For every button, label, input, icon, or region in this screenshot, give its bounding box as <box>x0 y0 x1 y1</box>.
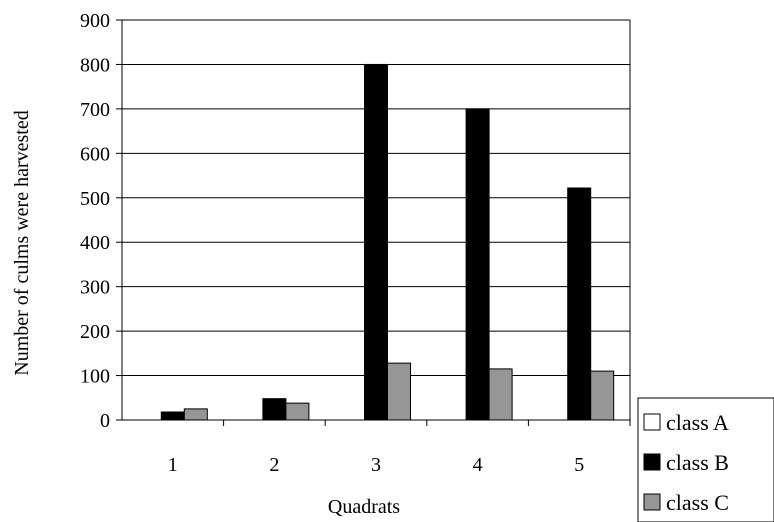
bar-class-b-q2 <box>262 398 287 421</box>
x-tick-label: 3 <box>371 454 381 476</box>
y-tick-label: 300 <box>80 277 110 299</box>
y-tick-label: 900 <box>80 10 110 32</box>
x-tick-label: 5 <box>574 454 584 476</box>
axes <box>116 19 631 426</box>
x-tick-label: 4 <box>473 454 483 476</box>
legend-label: class A <box>666 410 729 435</box>
bar-class-c-q2 <box>285 402 310 421</box>
y-tick-labels: 0 100 200 300 400 500 600 700 800 900 <box>80 10 110 432</box>
x-tick-labels: 1 2 3 4 5 <box>168 454 584 476</box>
y-tick-label: 100 <box>80 366 110 388</box>
x-tick-label: 1 <box>168 454 178 476</box>
legend: class A class B class C <box>637 397 774 522</box>
y-axis-title: Number of culms were harvested <box>11 110 33 375</box>
bar-class-c-q4 <box>488 368 513 421</box>
y-tick-label: 500 <box>80 188 110 210</box>
y-tick-label: 200 <box>80 321 110 343</box>
legend-swatch-class-c <box>643 493 661 511</box>
bar-class-c-q5 <box>590 370 615 421</box>
bar-class-c-q3 <box>387 362 411 421</box>
y-tick-label: 0 <box>100 410 110 432</box>
legend-label: class C <box>666 490 729 515</box>
bar-class-b-q5 <box>567 187 592 421</box>
legend-swatch-class-a <box>643 413 661 431</box>
bar-class-b-q4 <box>465 108 490 421</box>
bar-class-c-q1 <box>183 408 208 421</box>
bar-class-b-q3 <box>364 63 388 421</box>
legend-box <box>637 397 774 522</box>
x-tick-label: 2 <box>269 454 279 476</box>
y-tick-label: 800 <box>80 54 110 76</box>
legend-label: class B <box>666 450 729 475</box>
bar-class-b-q1 <box>160 411 185 421</box>
y-tick-label: 700 <box>80 99 110 121</box>
y-tick-label: 600 <box>80 143 110 165</box>
y-tick-label: 400 <box>80 232 110 254</box>
legend-swatch-class-b <box>643 453 661 471</box>
x-axis-title: Quadrats <box>328 496 400 518</box>
bars <box>160 63 615 421</box>
